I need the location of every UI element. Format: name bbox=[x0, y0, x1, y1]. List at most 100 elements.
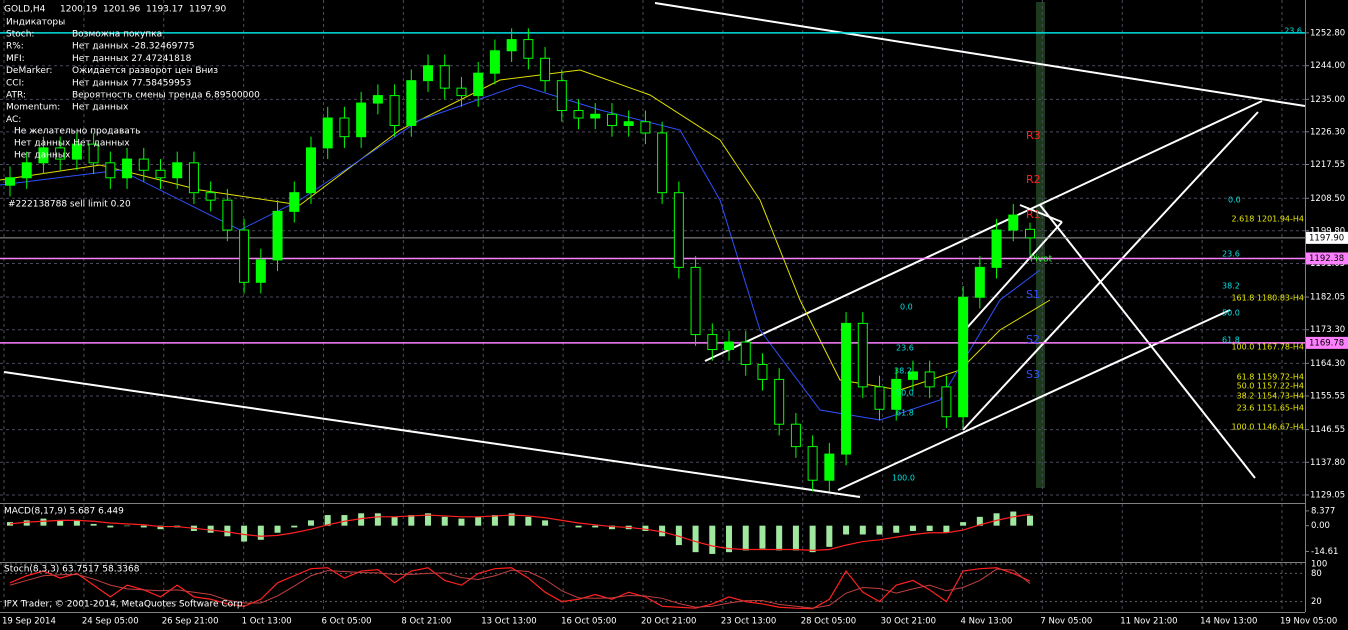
y-tick-label: 1129.05 bbox=[1310, 490, 1345, 500]
candle-body bbox=[606, 113, 617, 126]
candle-body bbox=[205, 192, 216, 201]
candle-body bbox=[88, 143, 99, 164]
candle-body bbox=[707, 334, 718, 351]
macd-bar bbox=[592, 525, 599, 528]
quote-value: 1197.90 bbox=[189, 5, 226, 15]
candle-body bbox=[790, 423, 801, 448]
indicator-text: Нет данных 77.58459953 bbox=[72, 78, 191, 88]
x-tick-label: 14 Nov 13:00 bbox=[1200, 617, 1257, 627]
macd-bar bbox=[742, 525, 749, 551]
indicator-text: Ожидается разворот цен Вниз bbox=[72, 66, 218, 76]
fib-label: 100.0 bbox=[892, 474, 915, 483]
macd-bar bbox=[976, 516, 983, 526]
macd-bar bbox=[1010, 511, 1017, 526]
pivot-label: R1 bbox=[1026, 208, 1041, 221]
fib-label: 50.0 bbox=[896, 389, 914, 398]
x-tick-label: 24 Sep 05:00 bbox=[82, 617, 139, 627]
fib-label: 23.6 bbox=[896, 344, 914, 353]
fib-label: 23.6 bbox=[1222, 250, 1240, 259]
x-tick-label: 13 Oct 13:00 bbox=[481, 617, 536, 627]
x-tick-label: 30 Oct 21:00 bbox=[881, 617, 936, 627]
candle-body bbox=[556, 80, 567, 112]
candle-body bbox=[489, 50, 500, 74]
price-tag bbox=[1306, 252, 1348, 265]
x-tick-label: 1 Oct 13:00 bbox=[242, 617, 292, 627]
candle-body bbox=[807, 446, 818, 481]
x-tick-label: 8 Oct 21:00 bbox=[401, 617, 451, 627]
x-tick-label: 6 Oct 05:00 bbox=[322, 617, 372, 627]
x-tick-label: 28 Oct 05:00 bbox=[801, 617, 856, 627]
macd-bar bbox=[491, 515, 498, 526]
candle-body bbox=[941, 386, 952, 418]
indicator-name: Stoch: bbox=[6, 30, 34, 40]
candle-body bbox=[1025, 228, 1035, 239]
candle-body bbox=[5, 177, 15, 186]
candle-body bbox=[423, 65, 434, 82]
fib-label: 23.6 1151.65-H4 bbox=[1237, 404, 1304, 413]
macd-bar bbox=[157, 525, 164, 530]
candle-body bbox=[239, 229, 250, 283]
x-tick-label: 11 Nov 21:00 bbox=[1120, 617, 1177, 627]
footer: IFX Trader, © 2001-2014, MetaQuotes Soft… bbox=[4, 600, 245, 610]
y-tick-label: 1155.55 bbox=[1310, 392, 1345, 402]
candle-body bbox=[874, 386, 885, 410]
candle-body bbox=[456, 87, 467, 97]
macd-signal bbox=[9, 513, 1031, 552]
macd-bar bbox=[207, 525, 214, 533]
candle-body bbox=[891, 378, 902, 410]
candle-body bbox=[991, 229, 1002, 268]
trendline bbox=[704, 100, 1263, 362]
indicator-name: ATR: bbox=[6, 91, 26, 101]
macd-bar bbox=[993, 513, 1000, 526]
axes: 1252.80 1244.00 1235.00 1226.30 1217.55 1208.… bbox=[2, 28, 1348, 627]
macd-bar bbox=[224, 525, 231, 537]
macd-bar bbox=[1027, 515, 1033, 526]
macd-bar bbox=[692, 525, 699, 553]
candle-body bbox=[172, 162, 183, 179]
x-tick-label: 16 Oct 05:00 bbox=[561, 617, 616, 627]
macd-bar bbox=[324, 515, 331, 526]
candle-body bbox=[105, 162, 116, 179]
candle-body bbox=[523, 39, 534, 59]
x-tick-label: 26 Sep 21:00 bbox=[162, 617, 219, 627]
candle-body bbox=[38, 147, 49, 164]
macd-bar bbox=[558, 525, 565, 527]
macd-bar bbox=[608, 525, 615, 530]
y-tick-label: 1252.80 bbox=[1310, 28, 1345, 38]
y-tick-label: -14.61 bbox=[1311, 547, 1338, 557]
order-label: #222138788 sell limit 0.20 bbox=[8, 200, 131, 210]
fib-label: 61.8 1159.72-H4 bbox=[1237, 373, 1304, 382]
macd-bar bbox=[257, 525, 264, 540]
macd-bar bbox=[358, 513, 365, 526]
y-tick-label: 1199.80 bbox=[1310, 226, 1345, 236]
x-tick-label: 20 Oct 21:00 bbox=[641, 617, 696, 627]
macd-label: MACD(8,17,9) 5.687 6.449 bbox=[4, 507, 124, 517]
candle-body bbox=[841, 322, 852, 455]
candle-body bbox=[222, 199, 233, 231]
macd-bar bbox=[107, 525, 114, 528]
y-tick-label: 1226.30 bbox=[1310, 127, 1345, 137]
fib-label: 38.2 1154.73-H4 bbox=[1237, 392, 1304, 401]
macd-bar bbox=[408, 515, 415, 526]
macd-bar bbox=[291, 525, 298, 528]
candle-body bbox=[506, 39, 517, 52]
fib-label: 2.618 1201.94-H4 bbox=[1231, 215, 1304, 224]
x-tick-label: 4 Nov 13:00 bbox=[961, 617, 1013, 627]
candle-body bbox=[857, 322, 868, 388]
price-tag bbox=[1306, 336, 1348, 349]
y-tick-label: 1244.00 bbox=[1310, 61, 1345, 71]
candle-body bbox=[272, 210, 283, 261]
y-tick-label: 1164.30 bbox=[1310, 359, 1345, 369]
macd-bar bbox=[40, 518, 47, 526]
x-tick-label: 19 Nov 05:00 bbox=[1280, 617, 1337, 627]
macd-bar bbox=[809, 525, 816, 553]
x-tick-label: 23 Oct 13:00 bbox=[721, 617, 776, 627]
candle-body bbox=[924, 371, 935, 388]
fib-label: 23.6 bbox=[1284, 27, 1302, 36]
indicator-name: Momentum: bbox=[6, 103, 60, 113]
candle-body bbox=[1008, 214, 1019, 231]
indicator-text: Нет данных bbox=[72, 103, 129, 113]
macd-bar bbox=[575, 525, 582, 528]
